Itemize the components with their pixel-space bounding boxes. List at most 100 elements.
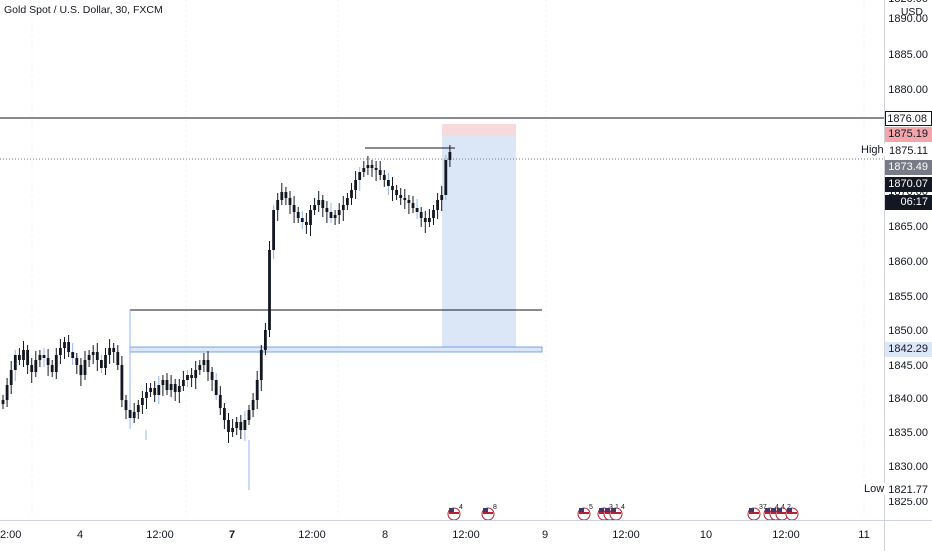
price-chart[interactable]: 4 8 5 3 1 4 37 4 4 2 bbox=[0, 0, 884, 520]
price-tick: 1865.00 bbox=[888, 221, 928, 233]
flag-canton bbox=[765, 508, 770, 512]
event-count: 8 bbox=[493, 504, 497, 511]
us-flag-icon[interactable]: 2 bbox=[775, 504, 791, 520]
candle-body bbox=[350, 190, 353, 198]
flag-stripe bbox=[777, 512, 787, 514]
candle-body bbox=[362, 168, 366, 172]
target-zone[interactable] bbox=[442, 135, 516, 350]
candle-body bbox=[382, 175, 386, 180]
candle-body bbox=[206, 360, 210, 372]
candle-body bbox=[22, 350, 25, 360]
candle-body bbox=[157, 385, 161, 395]
candle-body bbox=[136, 405, 140, 412]
time-label: 11 bbox=[858, 529, 870, 541]
candle-body bbox=[124, 400, 128, 410]
candle-body bbox=[95, 352, 99, 360]
price-tick: 1835.00 bbox=[888, 427, 928, 439]
candle-body bbox=[231, 428, 234, 432]
flag-canton bbox=[483, 508, 488, 512]
candle-body bbox=[190, 375, 193, 378]
candle-body bbox=[354, 180, 357, 190]
candle-body bbox=[210, 372, 214, 380]
flag-canton bbox=[777, 508, 782, 512]
chart-pane[interactable]: 4 8 5 3 1 4 37 4 4 2 Gold Spot / U.S. Dollar, 30,… bbox=[0, 0, 884, 520]
candle-body bbox=[87, 355, 91, 360]
us-flag-icon[interactable]: 5 bbox=[577, 504, 593, 520]
candle-body bbox=[30, 365, 34, 372]
candle-body bbox=[202, 360, 206, 365]
candle-body bbox=[243, 420, 247, 430]
candle-body bbox=[1, 400, 5, 404]
us-flag-icon[interactable]: 8 bbox=[481, 504, 497, 520]
candle-body bbox=[264, 330, 267, 350]
price-axis[interactable]: USD 1890.001885.001880.001875.001870.001… bbox=[884, 0, 932, 520]
candle-body bbox=[255, 380, 259, 400]
candle-body bbox=[378, 170, 382, 175]
candle-body bbox=[9, 370, 13, 385]
demand-zone[interactable] bbox=[129, 346, 543, 353]
event-count: 4 bbox=[621, 504, 625, 511]
candle-body bbox=[341, 205, 345, 210]
event-count: 4 bbox=[459, 504, 463, 511]
candle-body bbox=[399, 195, 403, 198]
candle-body bbox=[309, 210, 312, 225]
candle-body bbox=[333, 215, 337, 218]
candle-body bbox=[321, 200, 325, 208]
event-count: 4 bbox=[775, 504, 779, 511]
us-flag-icon[interactable]: 4 bbox=[609, 504, 625, 520]
time-label: 12:00 bbox=[452, 529, 480, 541]
candle-body bbox=[42, 355, 46, 358]
time-label: 8 bbox=[381, 529, 389, 541]
candle-body bbox=[223, 408, 226, 420]
flag-canton bbox=[611, 508, 616, 512]
candle-body bbox=[288, 198, 292, 205]
high-value-badge: 1875.11 bbox=[885, 144, 932, 159]
candle-body bbox=[214, 380, 218, 395]
line-level-badge: 1876.08 bbox=[885, 111, 932, 126]
candle-body bbox=[91, 352, 95, 355]
candle-body bbox=[403, 198, 407, 200]
candle-body bbox=[79, 365, 83, 375]
candle-body bbox=[370, 165, 374, 168]
candle-body bbox=[54, 355, 58, 372]
us-flag-icon[interactable]: 4 bbox=[447, 504, 463, 520]
candle-body bbox=[67, 342, 70, 352]
currency-label[interactable]: USD bbox=[900, 6, 923, 18]
candle-body bbox=[177, 386, 181, 392]
candle-body bbox=[235, 422, 239, 428]
events-row[interactable]: 4 8 5 3 1 4 37 4 4 2 bbox=[447, 504, 799, 520]
candle-body bbox=[153, 388, 157, 395]
flag-stripe bbox=[749, 512, 759, 514]
bid-badge: 1873.49 bbox=[885, 160, 932, 175]
candle-body bbox=[428, 218, 431, 222]
flag-stripe bbox=[611, 512, 621, 514]
candle-body bbox=[280, 192, 284, 200]
candle-body bbox=[149, 388, 152, 392]
flag-stripe bbox=[449, 512, 459, 514]
candle-body bbox=[419, 212, 423, 218]
candle-body bbox=[440, 195, 444, 200]
candle-body bbox=[46, 358, 50, 365]
time-label: 12:00 bbox=[146, 529, 174, 541]
flag-canton bbox=[579, 508, 584, 512]
us-flag-icon[interactable] bbox=[785, 507, 799, 520]
us-flag-icon[interactable]: 37 bbox=[747, 504, 767, 520]
candle-body bbox=[387, 180, 390, 186]
candle-body bbox=[411, 203, 415, 208]
candle-body bbox=[71, 352, 75, 358]
high-label: High bbox=[858, 144, 887, 156]
time-axis[interactable]: 2:00 4 12:00 7 12:00 8 12:00 9 12:00 10 12:00 11 bbox=[0, 520, 884, 551]
stop-zone[interactable] bbox=[442, 124, 516, 135]
time-label: 9 bbox=[541, 529, 549, 541]
candle-body bbox=[161, 380, 165, 385]
candle-body bbox=[325, 208, 329, 212]
candle-body bbox=[112, 348, 116, 352]
flag-canton bbox=[599, 508, 604, 512]
candle-body bbox=[218, 395, 222, 408]
price-tick: 1855.00 bbox=[888, 291, 928, 303]
symbol-title[interactable]: Gold Spot / U.S. Dollar, 30, FXCM bbox=[4, 4, 163, 16]
candle-body bbox=[59, 348, 62, 355]
candle-body bbox=[83, 360, 87, 375]
price-tick: 1820.00 bbox=[888, 0, 928, 5]
candles bbox=[1, 145, 452, 490]
